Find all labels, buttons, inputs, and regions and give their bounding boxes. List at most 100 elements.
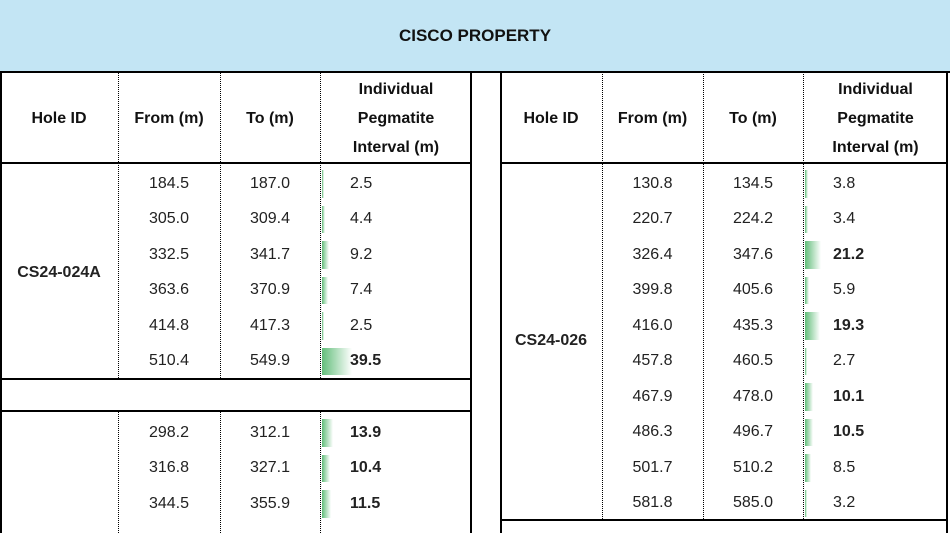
to-value: 370.9 — [249, 281, 291, 299]
column-header: From (m) — [617, 109, 688, 127]
interval-value: 5.9 — [833, 281, 856, 299]
interval-value: 2.5 — [350, 174, 373, 192]
rule — [946, 72, 948, 533]
rule — [0, 410, 472, 412]
interval-value: 3.2 — [833, 494, 856, 512]
data-bar — [805, 312, 820, 340]
title-bar — [0, 0, 950, 72]
interval-value: 9.2 — [350, 245, 373, 263]
interval-value: 4.4 — [350, 210, 373, 228]
from-value: 298.2 — [148, 423, 190, 441]
interval-value: 8.5 — [833, 458, 856, 476]
to-value: 585.0 — [732, 494, 774, 512]
rule — [0, 378, 472, 380]
column-header: Individual Pegmatite Interval (m) — [832, 80, 919, 156]
data-bar — [322, 276, 328, 304]
dotted-rule — [118, 410, 119, 533]
dotted-rule — [803, 72, 804, 519]
to-value: 435.3 — [732, 316, 774, 334]
to-value: 187.0 — [249, 174, 291, 192]
data-bar — [322, 419, 333, 447]
column-header: Individual Pegmatite Interval (m) — [352, 80, 440, 156]
to-value: 355.9 — [249, 494, 291, 512]
from-value: 399.8 — [632, 281, 673, 299]
to-value: 405.6 — [732, 281, 774, 299]
from-value: 220.7 — [632, 210, 673, 228]
rule — [470, 72, 472, 533]
from-value: 510.4 — [148, 352, 190, 370]
to-value: 417.3 — [249, 316, 291, 334]
rule — [0, 162, 472, 164]
interval-value: 39.5 — [350, 352, 382, 370]
data-bar — [805, 454, 812, 482]
from-value: 316.8 — [148, 459, 190, 477]
from-value: 457.8 — [632, 352, 673, 370]
to-value: 312.1 — [249, 423, 291, 441]
from-value: 344.5 — [148, 494, 190, 512]
hole-id: CS24-024A — [17, 263, 101, 281]
from-value: 501.7 — [632, 458, 673, 476]
from-value: 486.3 — [632, 423, 673, 441]
interval-value: 2.5 — [350, 316, 373, 334]
from-value: 305.0 — [148, 210, 190, 228]
rule — [500, 519, 948, 521]
column-header: To (m) — [246, 109, 294, 127]
from-value: 467.9 — [632, 387, 673, 405]
to-value: 478.0 — [732, 387, 774, 405]
dotted-rule — [703, 72, 704, 519]
from-value: 184.5 — [148, 174, 190, 192]
hole-id: CS24-026 — [514, 332, 588, 349]
column-header: From (m) — [134, 109, 204, 127]
data-bar — [322, 312, 324, 340]
data-bar — [805, 347, 808, 375]
rule — [0, 71, 950, 73]
from-value: 130.8 — [632, 174, 673, 192]
interval-value: 7.4 — [350, 281, 373, 299]
from-value: 332.5 — [148, 245, 190, 263]
data-bar — [805, 489, 808, 517]
interval-value: 11.5 — [350, 494, 381, 512]
to-value: 341.7 — [249, 245, 291, 263]
data-bar — [805, 418, 813, 446]
to-value: 460.5 — [732, 352, 774, 370]
column-header: To (m) — [729, 109, 777, 127]
dotted-rule — [220, 410, 221, 533]
data-bar — [805, 205, 808, 233]
data-bar — [322, 454, 330, 482]
rule — [500, 72, 502, 533]
from-value: 326.4 — [632, 245, 673, 263]
title: CISCO PROPERTY — [398, 26, 552, 45]
to-value: 224.2 — [732, 210, 774, 228]
from-value: 363.6 — [148, 281, 190, 299]
data-bar — [805, 383, 813, 411]
dotted-rule — [118, 72, 119, 378]
interval-value: 19.3 — [833, 316, 865, 334]
data-bar — [322, 241, 329, 269]
from-value: 581.8 — [632, 494, 673, 512]
to-value: 510.2 — [732, 458, 774, 476]
dotted-rule — [320, 72, 321, 378]
interval-value: 3.4 — [833, 210, 856, 228]
data-bar — [322, 170, 324, 198]
to-value: 549.9 — [249, 352, 291, 370]
data-bar — [805, 241, 822, 269]
column-header: Hole ID — [523, 109, 579, 127]
from-value: 414.8 — [148, 316, 190, 334]
interval-value: 2.7 — [833, 352, 856, 370]
to-value: 327.1 — [249, 459, 291, 477]
data-bar — [322, 490, 331, 518]
interval-value: 10.1 — [833, 387, 865, 405]
column-header: Hole ID — [31, 109, 87, 127]
interval-value: 10.4 — [350, 459, 382, 477]
to-value: 347.6 — [732, 245, 774, 263]
to-value: 496.7 — [732, 423, 774, 441]
data-bar — [322, 205, 326, 233]
from-value: 416.0 — [632, 316, 673, 334]
dotted-rule — [320, 410, 321, 533]
interval-value: 21.2 — [833, 245, 865, 263]
to-value: 309.4 — [249, 210, 291, 228]
interval-value: 3.8 — [833, 174, 856, 192]
data-bar — [805, 276, 810, 304]
to-value: 134.5 — [732, 174, 774, 192]
